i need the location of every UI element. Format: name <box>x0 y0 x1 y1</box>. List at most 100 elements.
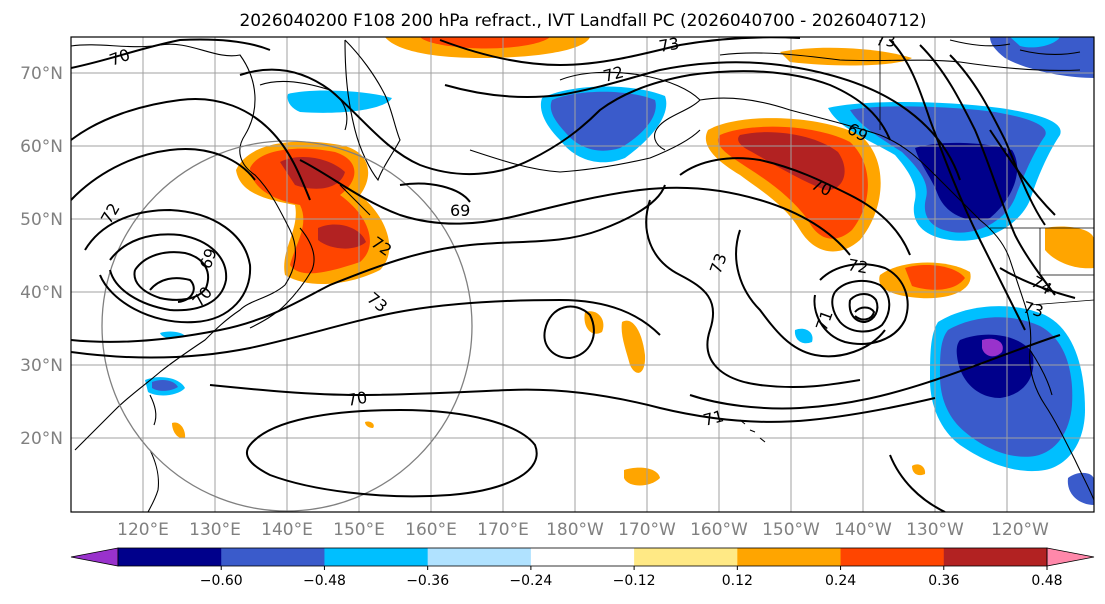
contour-19 <box>831 279 891 333</box>
lon-label: 180°W <box>546 520 604 540</box>
colorbar-tick-label: −0.12 <box>613 573 656 589</box>
contour-label: 69 <box>450 201 470 220</box>
lon-label: 140°W <box>834 520 892 540</box>
colorbar-tick-label: −0.48 <box>303 573 346 589</box>
colorbar-segment <box>221 548 325 566</box>
figure-title: 2026040200 F108 200 hPa refract., IVT La… <box>239 11 926 31</box>
contour-2 <box>71 98 311 201</box>
contour-label: 73 <box>657 34 680 56</box>
colorbar-extend-high <box>1046 547 1095 567</box>
lat-label: 40°N <box>20 283 63 303</box>
coast-taiwan <box>149 394 157 426</box>
contour-26 <box>999 267 1076 299</box>
colorbar-segment <box>118 548 222 566</box>
latitude-labels: 70°N 60°N 50°N 40°N 30°N 20°N <box>20 64 63 449</box>
colorbar: −0.60 −0.48 −0.36 −0.24 −0.12 0.12 0.24 0.36 0.4… <box>70 547 1095 589</box>
lon-label: 160°E <box>405 520 457 540</box>
colorbar-tick-label: −0.24 <box>509 573 552 589</box>
colorbar-tick-label: 0.24 <box>825 573 856 589</box>
contour-5 <box>109 233 228 312</box>
coast-arctic-islands <box>949 39 1081 55</box>
contour-25 <box>989 129 1056 216</box>
neg-region-south-right <box>1067 472 1094 505</box>
contour-22 <box>889 39 1026 331</box>
contour-24 <box>949 54 1046 226</box>
coast-japan <box>249 227 315 329</box>
contour-9 <box>71 298 661 359</box>
colorbar-segment <box>427 548 532 566</box>
coast-philippines <box>147 449 159 512</box>
colorbar-frame <box>117 547 1048 567</box>
lon-label: 130°E <box>189 520 241 540</box>
contour-13 <box>299 159 851 256</box>
longitude-labels: 120°E 130°E 140°E 150°E 160°E 170°E 180°… <box>117 520 1049 540</box>
contour-28 <box>245 408 538 498</box>
colorbar-segment <box>840 548 945 566</box>
colorbar-tick-label: 0.12 <box>722 573 753 589</box>
colorbar-segments <box>70 547 1095 567</box>
graticule <box>71 37 1094 512</box>
contour-12 <box>444 61 961 181</box>
colorbar-segment <box>530 548 635 566</box>
pos-region-ne-pacific <box>1045 226 1094 269</box>
map-frame <box>70 36 1095 513</box>
lon-label: 150°W <box>762 520 820 540</box>
neg-region-asia-small-blue <box>152 379 178 391</box>
pos-region-south-b <box>912 464 926 476</box>
pos-region-north-pacific-red <box>420 37 550 49</box>
lat-label: 60°N <box>20 137 63 157</box>
coast-baja <box>1029 349 1053 396</box>
map-panel: 70 73 72 73 72 69 69 70 69 70 72 71 72 7… <box>70 30 1095 513</box>
contour-31 <box>689 334 1061 410</box>
contour-8 <box>71 184 666 343</box>
contour-18 <box>813 263 909 345</box>
contour-15 <box>679 157 911 256</box>
contour-6 <box>133 251 210 301</box>
contour-1 <box>71 38 271 69</box>
contour-10 <box>239 68 891 175</box>
contours <box>71 37 1076 512</box>
contour-21 <box>854 306 876 321</box>
neg-region-mexico-purple <box>982 338 1003 357</box>
neg-region-arctic-ne <box>990 37 1094 78</box>
lon-label: 150°E <box>333 520 385 540</box>
coast-kamchatka <box>344 39 401 182</box>
contour-30 <box>889 454 946 512</box>
contour-4 <box>84 208 252 324</box>
contour-29 <box>543 305 595 360</box>
neg-region-arctic-ne-light <box>1010 37 1060 48</box>
colorbar-segment <box>324 548 429 566</box>
colorbar-tick-label: −0.36 <box>406 573 449 589</box>
range-ring <box>101 140 473 512</box>
lat-label: 20°N <box>20 429 63 449</box>
neg-region-arctic-light <box>287 90 392 113</box>
pos-region-south <box>624 467 660 486</box>
lat-label: 30°N <box>20 356 63 376</box>
contour-label: 72 <box>846 255 869 277</box>
colorbar-tick-label: −0.60 <box>200 573 243 589</box>
pos-region-small-1 <box>172 422 186 439</box>
lon-label: 140°E <box>261 520 313 540</box>
coast-aleutian <box>469 129 701 173</box>
contour-16 <box>645 199 861 389</box>
contour-3 <box>71 148 256 201</box>
contour-label: 73 <box>875 30 897 51</box>
colorbar-tick-label: 0.36 <box>928 573 959 589</box>
colorbar-extend-low <box>70 547 119 567</box>
lon-label: 170°W <box>618 520 676 540</box>
contour-label: 72 <box>601 62 626 86</box>
contour-14 <box>399 182 471 203</box>
pos-region-central-a <box>621 320 646 373</box>
colorbar-ticks: −0.60 −0.48 −0.36 −0.24 −0.12 0.12 0.24 0.36 0.4… <box>200 566 1063 589</box>
coastlines <box>71 39 1094 512</box>
contour-label: 73 <box>1021 298 1046 322</box>
coast-alaska-s <box>699 97 1011 261</box>
coast-na-north <box>719 52 1081 72</box>
lat-label: 50°N <box>20 210 63 230</box>
neg-region-mid-small <box>794 328 813 344</box>
neg-region-pnw-navy <box>915 142 1018 220</box>
coast-kuril <box>339 184 371 216</box>
lon-label: 170°E <box>477 520 529 540</box>
coast-na-west <box>1009 259 1094 501</box>
